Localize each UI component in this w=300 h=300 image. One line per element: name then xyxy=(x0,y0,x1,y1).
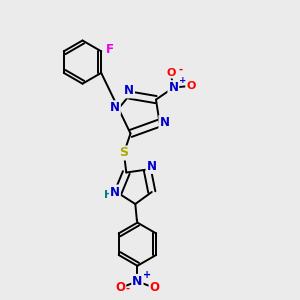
Text: F: F xyxy=(106,43,114,56)
Text: N: N xyxy=(146,160,157,173)
Text: N: N xyxy=(110,101,120,114)
Text: N: N xyxy=(124,84,134,98)
Text: O: O xyxy=(115,281,125,294)
Text: O: O xyxy=(149,281,160,294)
Text: N: N xyxy=(168,81,178,94)
Text: +: + xyxy=(143,270,151,280)
Text: O: O xyxy=(166,68,176,78)
Text: N: N xyxy=(159,116,170,129)
Text: O: O xyxy=(186,81,196,91)
Text: -: - xyxy=(178,64,182,75)
Text: N: N xyxy=(132,275,142,288)
Text: H: H xyxy=(104,190,113,200)
Text: N: N xyxy=(110,185,120,199)
Text: S: S xyxy=(119,146,128,160)
Text: -: - xyxy=(125,283,130,293)
Text: +: + xyxy=(179,76,186,85)
